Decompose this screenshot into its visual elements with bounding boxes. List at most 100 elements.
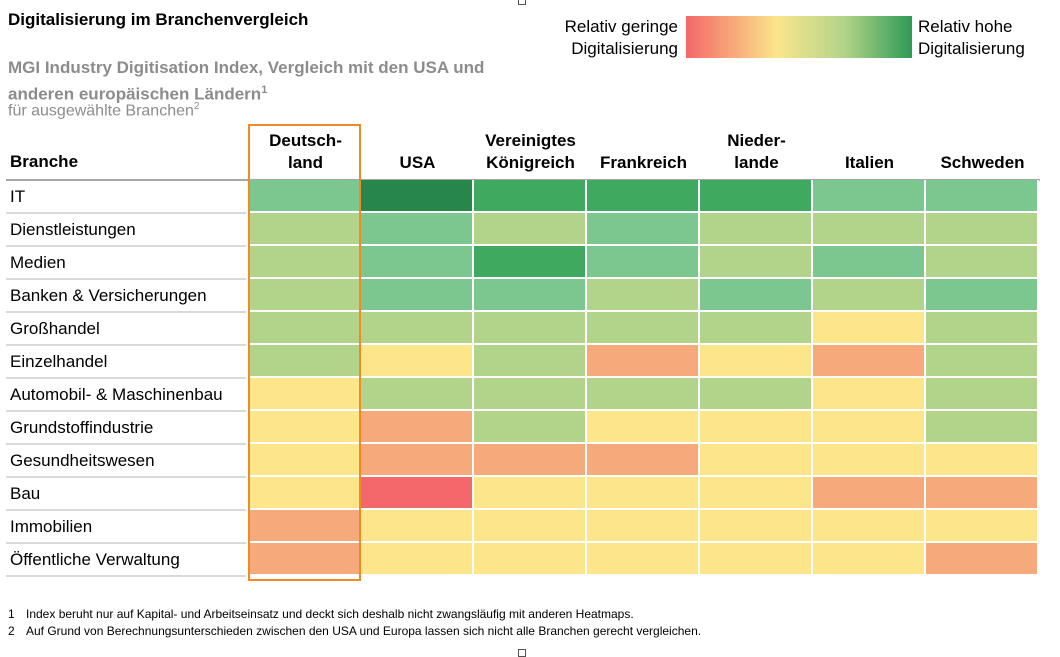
- heatmap-cell: [361, 411, 474, 444]
- footnote-text: Index beruht nur auf Kapital- und Arbeit…: [26, 607, 634, 621]
- column-header-6: Schweden: [940, 153, 1025, 172]
- heatmap-cell: [926, 543, 1039, 576]
- row-divider: [6, 245, 246, 247]
- heatmap-cell: [700, 246, 813, 279]
- heatmap-cell: [926, 411, 1039, 444]
- heatmap-cell: [587, 477, 700, 510]
- subtitle-footnote-mark: 1: [261, 84, 268, 96]
- chart-note: für ausgewählte Branchen2: [8, 101, 199, 120]
- heatmap-cell: [587, 444, 700, 477]
- heatmap-cell: [249, 345, 362, 378]
- subtitle-text: MGI Industry Digitisation Index, Verglei…: [8, 58, 485, 104]
- column-header-5: Italien: [844, 153, 895, 172]
- row-label: Banken & Versicherungen: [10, 286, 207, 305]
- row-divider: [6, 542, 246, 544]
- heatmap-cell: [926, 378, 1039, 411]
- row-divider: [6, 278, 246, 280]
- heatmap-cell: [926, 213, 1039, 246]
- heatmap-cell: [249, 444, 362, 477]
- heatmap-cell: [813, 444, 926, 477]
- heatmap-cell: [249, 477, 362, 510]
- heatmap-cell: [926, 444, 1039, 477]
- row-label: Bau: [10, 484, 41, 503]
- row-label: Grundstoffindustrie: [10, 418, 154, 437]
- legend-low-label: Relativ geringe Digitalisierung: [564, 17, 678, 58]
- heatmap-cell: [813, 312, 926, 345]
- heatmap-cell: [474, 180, 587, 213]
- heatmap-cell: [361, 543, 474, 576]
- heatmap-cell: [700, 213, 813, 246]
- row-label: Großhandel: [10, 319, 100, 338]
- footnote: 2 Auf Grund von Berechnungsunterschieden …: [8, 624, 701, 638]
- heatmap-cell: [700, 279, 813, 312]
- heatmap-cell: [474, 345, 587, 378]
- heatmap-cell: [361, 180, 474, 213]
- note-footnote-mark: 2: [193, 101, 200, 112]
- heatmap-cell: [587, 279, 700, 312]
- row-divider: [6, 344, 246, 346]
- heatmap-cell: [361, 312, 474, 345]
- heatmap-cell: [361, 510, 474, 543]
- heatmap-cell: [926, 180, 1039, 213]
- heatmap-cell: [587, 312, 700, 345]
- heatmap-cell: [813, 213, 926, 246]
- heatmap-cell: [587, 213, 700, 246]
- heatmap-cell: [926, 477, 1039, 510]
- row-divider: [6, 410, 246, 412]
- heatmap-cell: [700, 378, 813, 411]
- heatmap-cell: [361, 345, 474, 378]
- heatmap-cell: [700, 444, 813, 477]
- heatmap-cell: [813, 246, 926, 279]
- legend-high-label: Relativ hohe Digitalisierung: [918, 17, 1025, 58]
- heatmap-cell: [813, 411, 926, 444]
- row-label: Medien: [10, 253, 66, 272]
- heatmap-cell: [361, 213, 474, 246]
- chart-subtitle: MGI Industry Digitisation Index, Verglei…: [8, 57, 528, 106]
- heatmap-cell: [813, 180, 926, 213]
- heatmap-cell: [813, 543, 926, 576]
- note-text: für ausgewählte Branchen: [8, 102, 194, 120]
- column-header-3: Frankreich: [600, 153, 687, 172]
- heatmap-cell: [249, 411, 362, 444]
- heatmap-cell: [587, 246, 700, 279]
- heatmap-cell: [813, 345, 926, 378]
- heatmap-cell: [587, 180, 700, 213]
- heatmap-cell: [249, 378, 362, 411]
- row-divider: [6, 443, 246, 445]
- row-label: Automobil- & Maschinenbau: [10, 385, 223, 404]
- heatmap-cell: [700, 510, 813, 543]
- row-label: Immobilien: [10, 517, 93, 536]
- heatmap-cell: [700, 543, 813, 576]
- heatmap-cell: [813, 477, 926, 510]
- heatmap-cell: [700, 180, 813, 213]
- heatmap-cell: [700, 312, 813, 345]
- heatmap-cell: [587, 510, 700, 543]
- heatmap-cell: [474, 378, 587, 411]
- row-divider: [6, 377, 246, 379]
- heatmap-cell: [700, 477, 813, 510]
- heatmap-cell: [813, 279, 926, 312]
- heatmap-cell: [361, 246, 474, 279]
- row-label: Einzelhandel: [10, 352, 108, 371]
- heatmap-cell: [474, 477, 587, 510]
- footnote-number: 2: [8, 624, 15, 638]
- highlight-germany-column: [248, 124, 361, 581]
- heatmap-cell: [361, 444, 474, 477]
- heatmap-cell: [474, 411, 587, 444]
- chart-title: Digitalisierung im Branchenvergleich: [8, 10, 309, 29]
- heatmap-cell: [926, 279, 1039, 312]
- heatmap-cell: [474, 279, 587, 312]
- footnote: 1 Index beruht nur auf Kapital- und Arbei…: [8, 607, 634, 621]
- column-header-4: Nieder- lande: [727, 131, 786, 172]
- heatmap-cell: [474, 246, 587, 279]
- row-label: Öffentliche Verwaltung: [10, 550, 180, 569]
- row-header-branche: Branche: [10, 152, 79, 171]
- heatmap-cell: [361, 477, 474, 510]
- footnote-number: 1: [8, 607, 15, 621]
- heatmap-cell: [587, 411, 700, 444]
- legend-gradient-bar: [686, 16, 912, 58]
- row-label: Gesundheitswesen: [10, 451, 155, 470]
- heatmap-cell: [587, 378, 700, 411]
- heatmap-cell: [926, 246, 1039, 279]
- heatmap-cell: [813, 510, 926, 543]
